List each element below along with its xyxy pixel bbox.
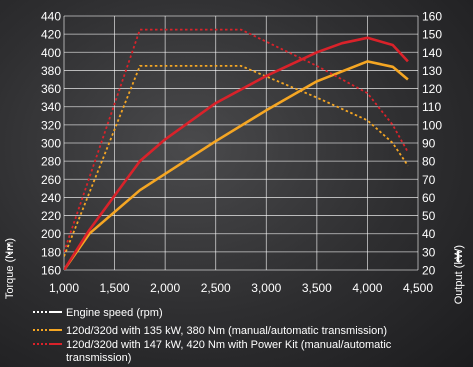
y-left-tick-label: 320 <box>41 118 61 132</box>
legend-item-147kw-text-cont: transmission) <box>66 352 131 364</box>
y-right-tick-label: 130 <box>422 64 442 78</box>
legend-axis-text: Engine speed (rpm) <box>66 307 163 319</box>
y-left-tick-label: 360 <box>41 82 61 96</box>
left-axis-title-group: Torque (Nm) <box>4 238 16 299</box>
series-0-output-line <box>64 60 409 270</box>
legend: Engine speed (rpm) 120d/320d with 135 kW… <box>33 307 392 364</box>
series-1-torque-line <box>64 28 409 253</box>
y-right-tick-label: 110 <box>422 100 441 114</box>
series-layer <box>64 28 409 270</box>
x-tick-label: 4,500 <box>403 281 433 295</box>
y-right-tick-label: 160 <box>422 10 442 24</box>
y-right-tick-label: 80 <box>422 155 436 169</box>
x-tick-label: 4,000 <box>352 281 382 295</box>
y-right-tick-label: 50 <box>422 209 436 223</box>
legend-item-147kw: 120d/320d with 147 kW, 420 Nm with Power… <box>33 339 392 364</box>
legend-axis-key: Engine speed (rpm) <box>33 307 163 319</box>
y-left-tick-label: 240 <box>41 191 61 205</box>
y-left-tick-label: 440 <box>41 10 61 24</box>
y-right-tick-label: 140 <box>422 46 442 60</box>
y-left-tick-label: 260 <box>41 173 61 187</box>
x-tick-label: 3,500 <box>302 281 332 295</box>
x-tick-label: 2,000 <box>150 281 180 295</box>
y-right-tick-label: 40 <box>422 227 436 241</box>
y-left-tick-label: 420 <box>41 28 61 42</box>
y-right-tick-label: 30 <box>422 245 436 259</box>
legend-item-147kw-text: 120d/320d with 147 kW, 420 Nm with Power… <box>66 339 392 351</box>
y-left-tick-label: 380 <box>41 64 61 78</box>
x-tick-label: 1,500 <box>100 281 130 295</box>
y-left-tick-label: 220 <box>41 209 61 223</box>
left-axis-title: Torque (Nm) <box>4 238 16 299</box>
y-left-tick-label: 300 <box>41 137 61 151</box>
x-tick-label: 2,500 <box>201 281 231 295</box>
y-right-tick-label: 120 <box>422 82 442 96</box>
y-right-tick-label: 150 <box>422 28 442 42</box>
y-right-tick-label: 90 <box>422 137 436 151</box>
series-0-torque-line <box>64 65 409 257</box>
legend-item-135kw-text: 120d/320d with 135 kW, 380 Nm (manual/au… <box>66 325 387 337</box>
y-right-tick-label: 60 <box>422 191 436 205</box>
y-left-tick-label: 340 <box>41 100 61 114</box>
y-left-tick-label: 280 <box>41 155 61 169</box>
y-left-tick-label: 400 <box>41 46 61 60</box>
grid <box>63 15 419 271</box>
y-left-tick-label: 180 <box>41 245 61 259</box>
x-tick-label: 3,000 <box>251 281 281 295</box>
y-left-tick-label: 200 <box>41 227 61 241</box>
right-axis-title: Output (kW) <box>453 245 465 304</box>
y-right-tick-label: 100 <box>422 118 442 132</box>
ticks: 160 20 180 30 200 40 220 50 240 60 260 70 280 80 300 90… <box>41 10 442 296</box>
y-right-tick-label: 70 <box>422 173 436 187</box>
y-right-tick-label: 20 <box>422 264 436 278</box>
x-tick-label: 1,000 <box>49 281 79 295</box>
y-left-tick-label: 160 <box>41 264 61 278</box>
series-1-output-line <box>64 36 409 270</box>
right-axis-title-group: Output (kW) <box>453 245 465 304</box>
legend-item-135kw: 120d/320d with 135 kW, 380 Nm (manual/au… <box>33 325 387 337</box>
